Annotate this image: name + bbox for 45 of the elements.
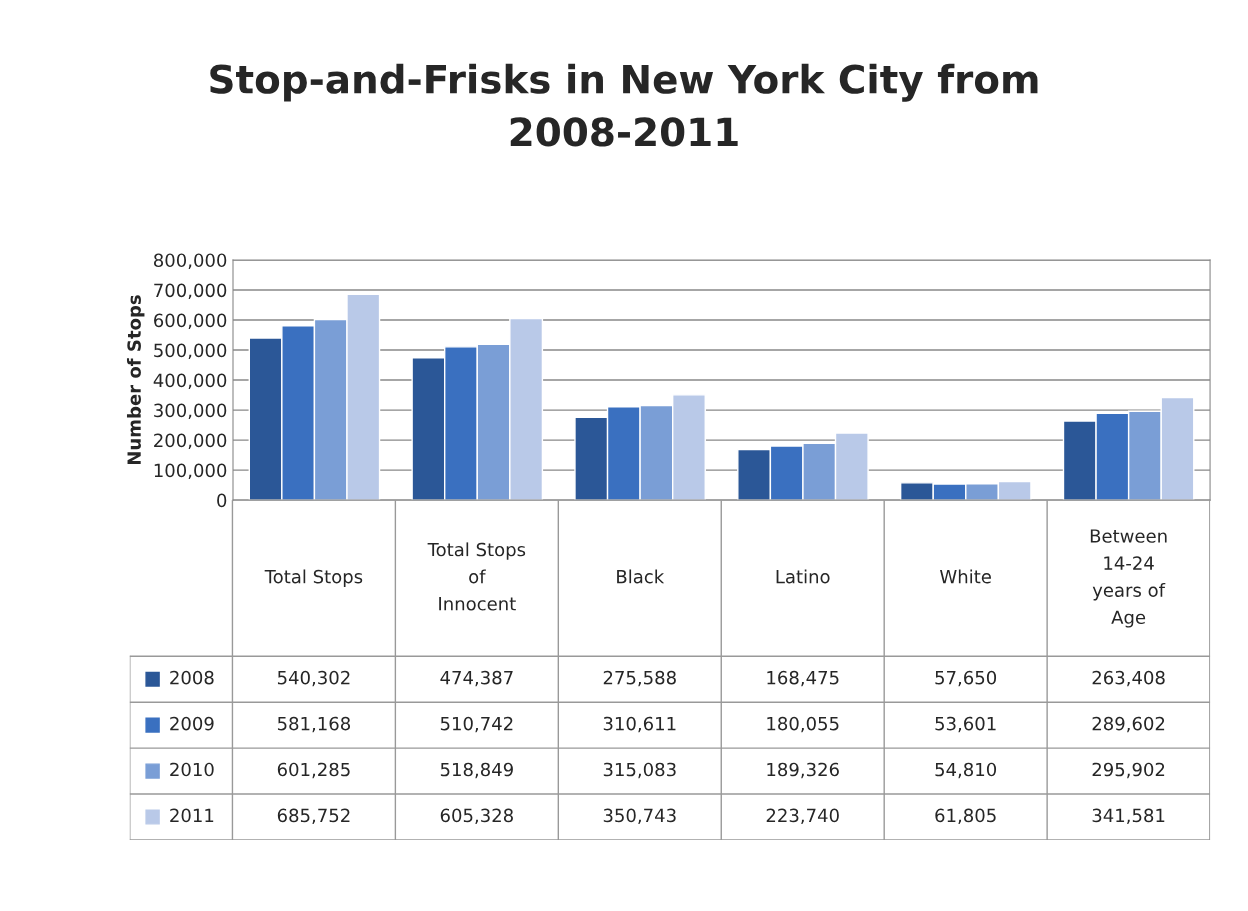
data-label: 474,387 xyxy=(440,670,513,687)
data-label: 315,083 xyxy=(603,762,676,779)
legend-label: 2009 xyxy=(170,716,214,731)
y-axis-title: Number of Stops xyxy=(126,295,145,465)
data-label: 54,810 xyxy=(935,762,997,779)
data-label: 289,602 xyxy=(1092,716,1165,733)
y-tick-label: 300,000 xyxy=(154,403,227,420)
y-tick-label: 400,000 xyxy=(153,373,227,390)
x-tick-label: Black xyxy=(617,569,665,584)
y-tick-label: 0 xyxy=(217,493,227,508)
data-label: 601,285 xyxy=(277,762,350,779)
y-tick-label: 600,000 xyxy=(154,313,227,329)
data-label: 189,326 xyxy=(767,762,839,779)
data-label: 263,408 xyxy=(1092,670,1165,687)
data-label: 310,611 xyxy=(603,716,676,733)
data-label: 53,601 xyxy=(935,716,996,733)
data-label: 61,805 xyxy=(935,808,996,825)
x-tick-label: Latino xyxy=(776,569,830,584)
data-label: 685,752 xyxy=(277,808,350,825)
x-tick-label: Total Stops of Innocent xyxy=(427,542,526,611)
data-label: 518,849 xyxy=(440,762,513,779)
data-label: 510,742 xyxy=(440,716,513,733)
data-label: 341,581 xyxy=(1092,808,1165,825)
y-tick-label: 100,000 xyxy=(154,463,227,480)
data-label: 295,902 xyxy=(1092,762,1165,779)
data-label: 180,055 xyxy=(767,716,839,733)
x-tick-label: Total Stops xyxy=(264,569,363,587)
chart-title: Stop-and-Frisks in New York City from 2008-2011 xyxy=(210,63,1038,147)
y-tick-label: 200,000 xyxy=(154,433,227,450)
data-label: 275,588 xyxy=(603,670,676,687)
y-tick-label: 500,000 xyxy=(154,343,227,360)
x-tick-label: White xyxy=(940,569,991,584)
legend-label: 2008 xyxy=(170,670,214,685)
data-label: 605,328 xyxy=(440,808,513,825)
data-label: 540,302 xyxy=(277,670,350,687)
data-label: 581,168 xyxy=(277,716,351,733)
data-label: 350,743 xyxy=(603,808,676,825)
y-tick-label: 800,000 xyxy=(154,253,227,269)
x-tick-label: Between 14-24 years of Age xyxy=(1090,529,1167,628)
data-label: 57,650 xyxy=(935,670,997,687)
data-label: 168,475 xyxy=(767,670,839,687)
legend-label: 2011 xyxy=(170,808,214,823)
y-tick-label: 700,000 xyxy=(154,283,227,299)
legend-label: 2010 xyxy=(170,762,214,777)
data-label: 223,740 xyxy=(766,808,839,825)
